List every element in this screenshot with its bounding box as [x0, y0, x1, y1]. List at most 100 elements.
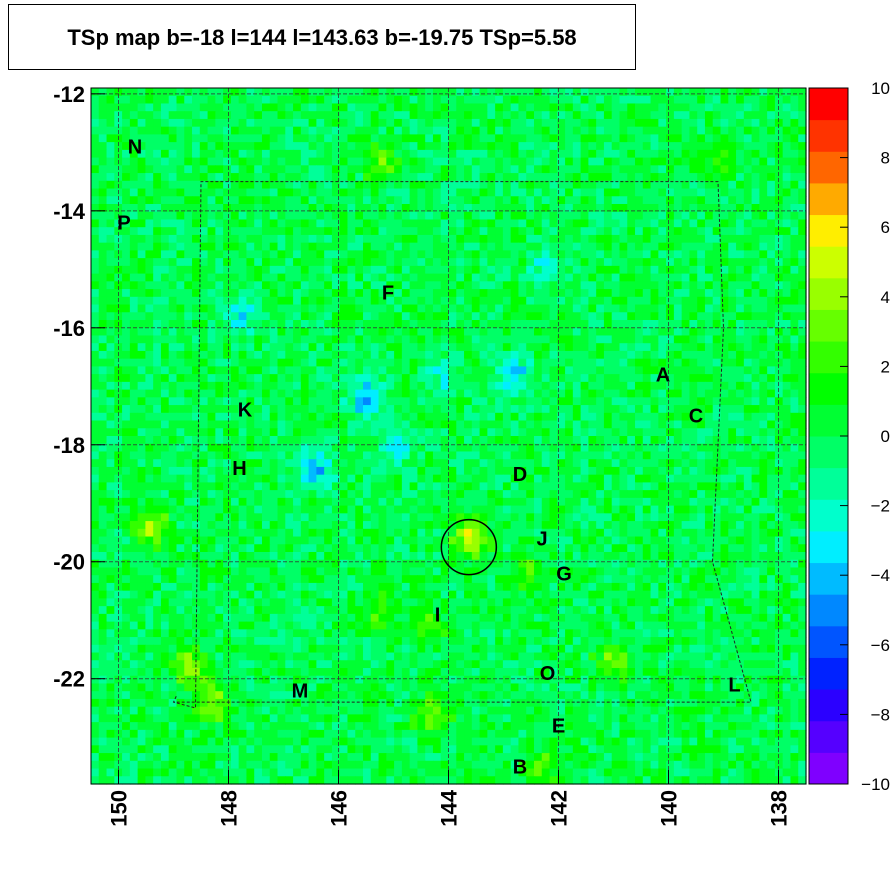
heatmap-cell — [767, 180, 776, 190]
heatmap-cell — [658, 126, 667, 135]
heatmap-cell — [176, 234, 185, 244]
heatmap-cell — [596, 142, 605, 151]
heatmap-cell — [339, 374, 349, 383]
heatmap-cell — [666, 126, 675, 135]
heatmap-cell — [246, 428, 255, 437]
heatmap-cell — [269, 180, 279, 190]
heatmap-cell — [596, 296, 605, 306]
heatmap-cell — [153, 180, 162, 190]
heatmap-cell — [642, 490, 652, 499]
heatmap-cell — [176, 258, 185, 267]
heatmap-cell — [254, 149, 263, 159]
heatmap-cell — [790, 149, 799, 159]
heatmap-cell — [308, 320, 317, 329]
heatmap-cell — [518, 258, 527, 267]
heatmap-cell — [168, 188, 178, 197]
heatmap-cell — [736, 304, 745, 313]
heatmap-cell — [588, 358, 597, 367]
heatmap-cell — [254, 196, 263, 205]
heatmap-cell — [160, 436, 170, 445]
heatmap-cell — [440, 250, 450, 259]
heatmap-cell — [759, 451, 768, 460]
heatmap-cell — [370, 428, 380, 437]
heatmap-cell — [712, 381, 722, 391]
heatmap-cell — [448, 374, 457, 383]
heatmap-cell — [417, 428, 426, 437]
heatmap-cell — [425, 95, 434, 105]
heatmap-cell — [728, 173, 737, 182]
heatmap-cell — [91, 451, 100, 460]
heatmap-cell — [471, 204, 481, 213]
heatmap-cell — [720, 327, 729, 337]
heatmap-cell — [285, 312, 294, 321]
heatmap-cell — [417, 142, 426, 151]
heatmap-cell — [464, 482, 473, 491]
heatmap-cell — [782, 397, 792, 406]
heatmap-cell — [759, 482, 768, 491]
heatmap-cell — [401, 273, 411, 282]
heatmap-cell — [471, 289, 481, 298]
heatmap-cell — [518, 149, 527, 159]
heatmap-cell — [782, 173, 792, 182]
heatmap-cell — [565, 88, 574, 97]
heatmap-cell — [635, 304, 644, 313]
heatmap-cell — [798, 405, 807, 414]
heatmap-cell — [790, 180, 799, 190]
heatmap-cell — [386, 304, 395, 313]
heatmap-cell — [386, 312, 395, 321]
heatmap-cell — [767, 126, 776, 135]
heatmap-cell — [619, 126, 628, 135]
heatmap-cell — [782, 466, 792, 476]
heatmap-cell — [526, 196, 535, 205]
heatmap-cell — [603, 420, 613, 429]
heatmap-cell — [425, 397, 434, 406]
heatmap-cell — [409, 443, 419, 453]
heatmap-cell — [495, 350, 504, 360]
heatmap-cell — [308, 459, 317, 468]
heatmap-cell — [666, 482, 675, 491]
heatmap-cell — [98, 327, 108, 337]
heatmap-cell — [324, 304, 333, 313]
heatmap-cell — [401, 281, 411, 290]
heatmap-cell — [518, 142, 527, 151]
heatmap-cell — [712, 234, 722, 244]
heatmap-cell — [611, 88, 621, 97]
heatmap-cell — [502, 134, 512, 143]
heatmap-cell — [106, 250, 115, 259]
heatmap-cell — [572, 482, 582, 491]
heatmap-cell — [168, 335, 178, 344]
heatmap-cell — [254, 165, 263, 174]
heatmap-cell — [510, 188, 520, 197]
heatmap-cell — [572, 188, 582, 197]
heatmap-cell — [137, 482, 146, 491]
heatmap-cell — [518, 188, 527, 197]
heatmap-cell — [790, 405, 799, 414]
heatmap-cell — [541, 389, 551, 398]
heatmap-cell — [215, 265, 224, 275]
heatmap-cell — [619, 366, 628, 375]
heatmap-cell — [192, 165, 201, 174]
heatmap-cell — [774, 134, 784, 143]
heatmap-cell — [798, 428, 807, 437]
heatmap-cell — [798, 327, 807, 337]
heatmap-cell — [790, 343, 799, 352]
heatmap-cell — [378, 482, 387, 491]
heatmap-cell — [549, 165, 558, 174]
heatmap-cell — [300, 320, 310, 329]
heatmap-cell — [160, 381, 170, 391]
heatmap-cell — [230, 350, 240, 360]
heatmap-cell — [798, 95, 807, 105]
heatmap-cell — [720, 196, 729, 205]
heatmap-cell — [347, 250, 356, 259]
heatmap-cell — [246, 405, 255, 414]
heatmap-cell — [456, 88, 465, 97]
heatmap-cell — [712, 111, 722, 120]
heatmap-cell — [417, 327, 426, 337]
heatmap-cell — [526, 343, 535, 352]
heatmap-cell — [137, 327, 146, 337]
heatmap-cell — [464, 250, 473, 259]
heatmap-cell — [261, 381, 271, 391]
heatmap-cell — [743, 381, 753, 391]
heatmap-cell — [370, 281, 380, 290]
heatmap-cell — [666, 490, 675, 499]
